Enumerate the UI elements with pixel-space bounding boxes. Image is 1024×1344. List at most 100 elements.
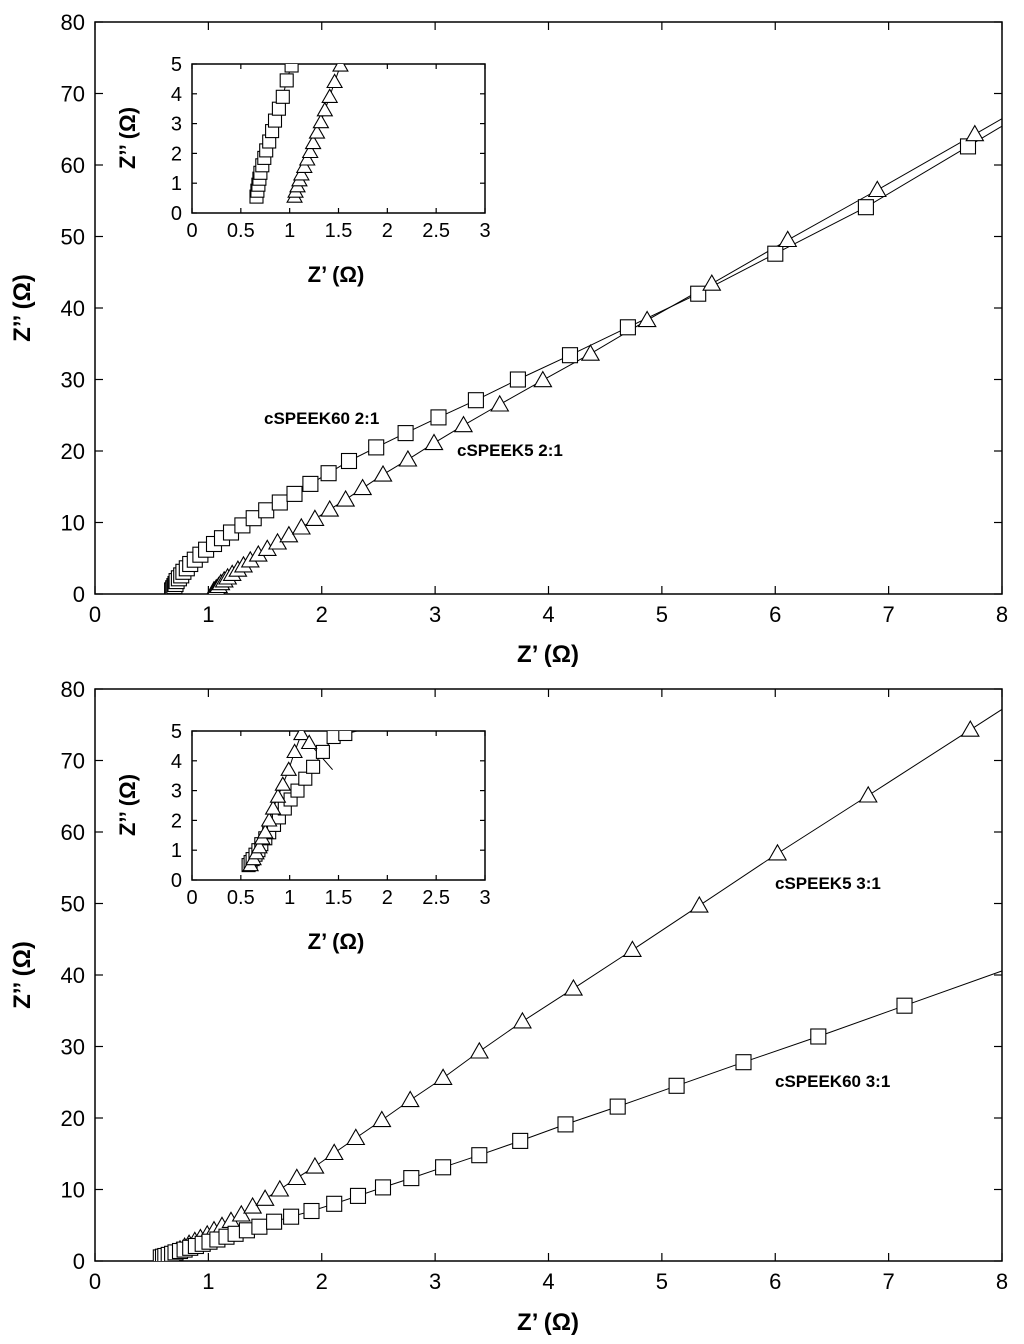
triangle-marker	[280, 761, 298, 776]
triangle-marker	[352, 478, 373, 496]
x-tick-label: 1.5	[325, 220, 353, 242]
square-marker	[271, 494, 288, 511]
square-marker	[315, 744, 330, 759]
triangle-marker	[312, 113, 330, 129]
square-marker	[306, 759, 321, 774]
inset-markers	[241, 731, 353, 873]
triangle-marker	[637, 310, 657, 328]
inset-x-axis-label: Z’ (Ω)	[308, 262, 365, 287]
square-marker	[397, 425, 414, 442]
triangle-marker	[291, 517, 311, 535]
x-tick-label: 6	[769, 602, 781, 627]
series-line-square	[160, 970, 1002, 1258]
annotation-cspeek60-3-1: cSPEEK60 3:1	[775, 1072, 890, 1091]
inset-frame	[191, 730, 486, 881]
y-tick-label: 40	[61, 296, 85, 321]
x-tick-label: 5	[656, 1269, 668, 1294]
triangle-marker	[372, 1110, 392, 1128]
square-marker	[810, 1028, 827, 1045]
triangle-marker	[563, 978, 584, 996]
square-marker	[251, 1218, 268, 1235]
triangle-marker	[702, 273, 722, 291]
x-tick-label: 1.5	[325, 887, 353, 909]
x-tick-label: 2	[382, 887, 393, 909]
x-tick-label: 0.5	[227, 220, 255, 242]
square-marker	[258, 502, 275, 519]
x-tick-label: 2	[316, 1269, 328, 1294]
triangle-marker	[250, 838, 268, 854]
y-tick-label: 40	[61, 963, 85, 988]
y-tick-label: 1	[171, 173, 182, 195]
triangle-marker	[767, 843, 788, 861]
triangle-marker	[346, 1128, 366, 1146]
square-marker	[403, 1170, 420, 1187]
annotation-cspeek5-2-1: cSPEEK5 2:1	[457, 441, 563, 460]
inset-y-axis-label: Z’’ (Ω)	[115, 107, 140, 169]
y-tick-label: 4	[171, 751, 182, 773]
y-axis-label: Z’’ (Ω)	[9, 274, 36, 342]
triangle-marker	[398, 449, 418, 467]
triangle-marker	[512, 1011, 532, 1029]
triangle-marker	[326, 73, 344, 89]
triangle-marker	[255, 1189, 275, 1206]
y-tick-label: 0	[171, 870, 182, 892]
y-tick-label: 4	[171, 84, 182, 106]
inset-y-axis-label: Z’’ (Ω)	[115, 774, 140, 836]
inset-markers	[249, 64, 349, 204]
square-marker	[561, 347, 579, 364]
x-tick-label: 0	[186, 887, 197, 909]
square-marker	[302, 475, 319, 492]
x-tick-label: 3	[479, 887, 490, 909]
x-tick-label: 2	[316, 602, 328, 627]
triangle-marker	[304, 134, 322, 150]
triangle-marker	[264, 799, 282, 815]
square-marker	[857, 199, 874, 216]
square-marker	[298, 771, 313, 786]
x-tick-label: 2.5	[422, 887, 450, 909]
x-tick-label: 1	[284, 220, 295, 242]
triangle-marker	[622, 940, 642, 957]
triangle-marker	[269, 787, 287, 803]
y-tick-label: 20	[61, 1106, 85, 1131]
x-axis-label: Z’ (Ω)	[517, 641, 579, 668]
triangle-marker	[332, 64, 349, 72]
triangle-marker	[433, 1068, 453, 1085]
data-markers	[164, 124, 985, 594]
square-marker	[290, 783, 305, 798]
square-marker	[368, 439, 385, 456]
triangle-marker	[689, 895, 709, 913]
triangle-marker	[335, 489, 356, 507]
square-marker	[557, 1116, 574, 1133]
square-marker	[668, 1077, 685, 1094]
square-marker	[284, 64, 299, 73]
triangle-marker	[580, 343, 601, 361]
y-tick-label: 0	[73, 582, 85, 607]
triangle-marker	[324, 1143, 344, 1161]
y-tick-label: 30	[61, 1035, 85, 1060]
square-marker	[338, 731, 353, 742]
inset-x-ticks: 0 0.5 1 1.5 2 2.5 3	[186, 64, 491, 242]
y-tick-label: 20	[61, 439, 85, 464]
y-tick-label: 30	[61, 368, 85, 393]
square-marker	[374, 1179, 392, 1196]
triangle-marker	[298, 150, 316, 166]
y-tick-label: 10	[61, 1178, 85, 1203]
square-marker	[271, 101, 286, 116]
triangle-marker	[292, 731, 310, 741]
x-tick-label: 3	[429, 602, 441, 627]
x-tick-label: 4	[542, 602, 554, 627]
square-marker	[340, 452, 358, 470]
triangle-marker	[965, 124, 985, 142]
triangle-marker	[867, 180, 887, 198]
y-tick-label: 50	[61, 892, 85, 917]
inset-frame	[191, 63, 486, 214]
triangle-marker	[490, 394, 510, 412]
square-marker	[471, 1147, 488, 1164]
y-tick-label: 1	[171, 840, 182, 862]
triangle-marker	[305, 1156, 325, 1174]
triangle-marker	[453, 415, 474, 433]
y-tick-label: 60	[61, 820, 85, 845]
y-tick-label: 0	[73, 1249, 85, 1274]
